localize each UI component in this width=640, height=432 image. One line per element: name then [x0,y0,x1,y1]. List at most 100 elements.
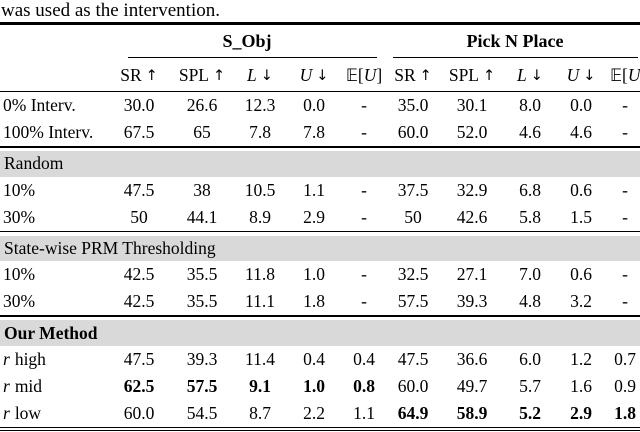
table-row: 100% Interv. 67.5 65 7.8 7.8 - 60.0 52.0… [0,119,640,146]
value-cell: 0.4 [303,348,325,369]
row-label: 30% [3,206,36,227]
table-row: 30% 50 44.1 8.9 2.9 - 50 42.6 5.8 1.5 - [0,204,640,231]
value-cell: 64.9 [397,402,429,423]
top-rule [0,22,640,25]
table-caption: was used as the intervention. [1,0,220,21]
value-cell: 5.7 [519,375,541,396]
value-cell: 38 [193,179,211,200]
row-label: 10% [3,179,36,200]
value-cell: 32.5 [397,264,429,285]
table-row: 0% Interv. 30.0 26.6 12.3 0.0 - 35.0 30.… [0,92,640,119]
value-cell: 60.0 [397,122,429,143]
group-title-pick-n-place: Pick N Place [466,31,564,51]
value-cell: 8.7 [249,402,271,423]
value-cell: 30.0 [123,95,155,116]
value-cell: 4.6 [570,122,592,143]
value-cell: 4.6 [519,122,541,143]
value-cell: 6.8 [519,179,541,200]
value-cell: 1.8 [614,402,636,423]
value-cell: 57.5 [186,375,218,396]
row-label-text: mid [14,375,43,396]
value-cell: 7.0 [519,264,541,285]
value-cell: 0.0 [570,95,592,116]
down-arrow-icon: ↓ [530,67,543,84]
col-header-u: U ↓ [290,65,338,86]
bracket: ] [376,64,383,85]
value-cell: 1.6 [570,375,592,396]
value-cell: 12.3 [244,95,276,116]
value-cell: 1.2 [570,348,592,369]
table-row: r mid 62.5 57.5 9.1 1.0 0.8 60.0 49.7 5.7… [0,373,640,400]
col-header-spl: SPL ↑ [436,65,508,86]
group-title-sobj: S_Obj [222,31,272,51]
metric-label: L [247,64,257,85]
value-cell: 49.7 [456,375,488,396]
metric-label: SPL [178,64,209,85]
value-cell: 30.1 [456,95,488,116]
table-row: 10% 47.5 38 10.5 1.1 - 37.5 32.9 6.8 0.6… [0,177,640,204]
group-underline-pick-n-place [393,56,638,58]
value-cell: 1.8 [303,291,325,312]
col-header-spl: SPL ↑ [174,65,230,86]
value-cell: 0.8 [353,375,375,396]
value-cell: 5.2 [519,402,541,423]
value-cell: 67.5 [123,122,155,143]
value-cell: 8.9 [249,206,271,227]
value-cell: 1.0 [303,264,325,285]
value-cell: 11.4 [245,348,275,369]
value-cell: - [622,291,628,312]
value-cell: 42.5 [123,264,155,285]
value-cell: 0.4 [353,348,375,369]
value-cell: 39.3 [456,291,488,312]
row-label: 10% [3,264,36,285]
value-cell: 0.9 [614,375,636,396]
value-cell: - [622,95,628,116]
up-arrow-icon: ↑ [145,67,158,84]
value-cell: 35.5 [186,264,218,285]
value-cell: - [361,206,367,227]
row-label: 0% Interv. [3,95,76,116]
value-cell: 26.6 [186,95,218,116]
section-band-random: Random [0,151,640,177]
value-cell: - [361,122,367,143]
header-rule [0,90,640,93]
value-cell: 42.6 [456,206,488,227]
value-cell: 1.5 [570,206,592,227]
bracket: [ [622,64,628,85]
bottom-double-rule [0,426,640,432]
up-arrow-icon: ↑ [483,67,496,84]
row-label-text: low [14,402,42,423]
value-cell: - [622,122,628,143]
value-cell: 1.1 [353,402,375,423]
table-row: 10% 42.5 35.5 11.8 1.0 - 32.5 27.1 7.0 0… [0,261,640,288]
value-cell: 50 [130,206,148,227]
value-cell: 1.0 [303,375,325,396]
row-label: r low [0,403,104,424]
value-cell: 7.8 [249,122,271,143]
col-header-sr: SR ↑ [390,65,436,86]
col-header-expected-u: 𝔼[U] [610,65,640,86]
value-cell: 52.0 [456,122,488,143]
value-cell: 36.6 [456,348,488,369]
metric-label: SPL [448,64,479,85]
section-rule [0,146,640,148]
group-underline-sobj [128,56,377,58]
math-var-r: r [3,402,10,423]
row-label: r mid [0,376,104,397]
row-label: 100% Interv. [3,122,94,143]
table-row: r high 47.5 39.3 11.4 0.4 0.4 47.5 36.6 6… [0,346,640,373]
metric-label: U [299,64,313,85]
value-cell: 0.6 [570,264,592,285]
value-cell: - [361,264,367,285]
metric-label: L [517,64,527,85]
metric-label: SR [120,64,142,85]
value-cell: 4.8 [519,291,541,312]
col-header-l: L ↓ [508,65,552,86]
value-cell: 11.8 [245,264,275,285]
value-cell: 2.9 [570,402,592,423]
bracket: [ [357,64,364,85]
value-cell: 2.9 [303,206,325,227]
section-rule [0,230,640,233]
value-cell: - [622,206,628,227]
